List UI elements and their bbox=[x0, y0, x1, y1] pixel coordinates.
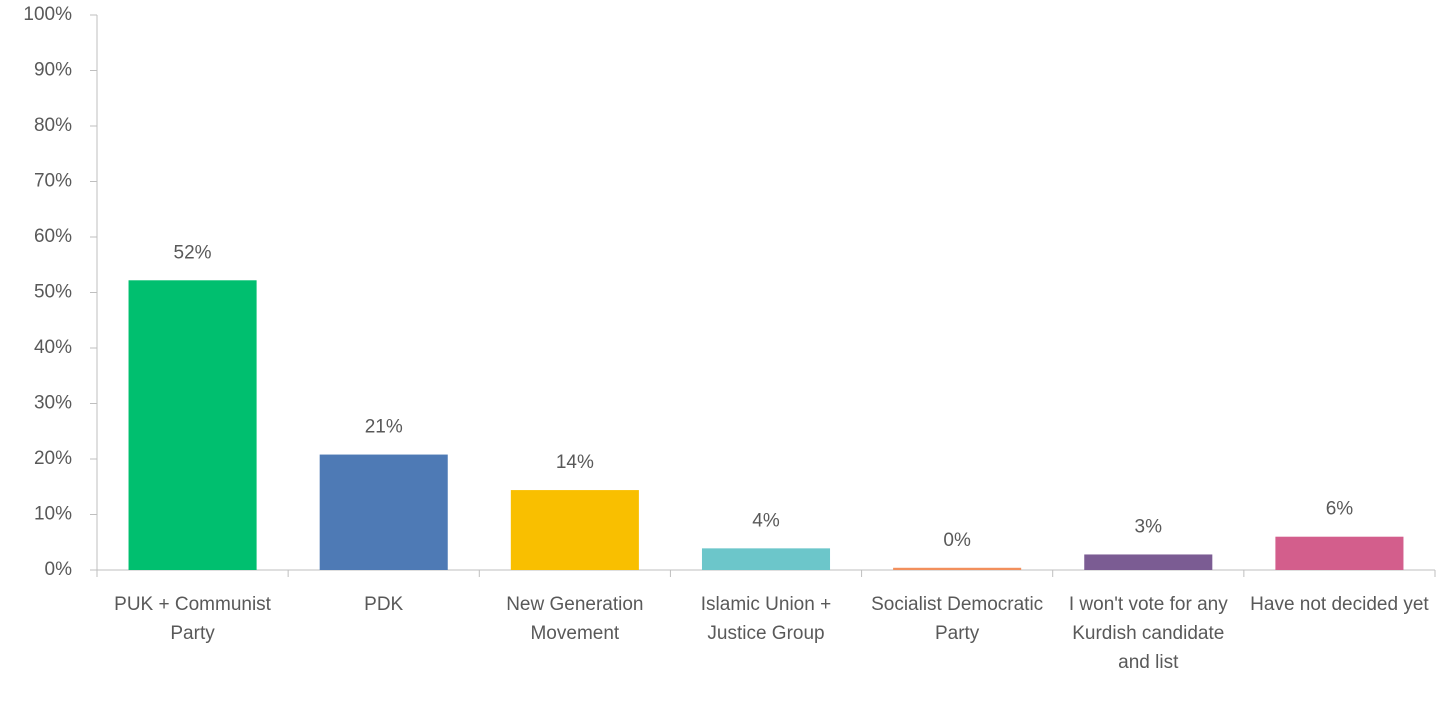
y-tick-label: 70% bbox=[34, 171, 72, 192]
data-label: 4% bbox=[752, 510, 780, 531]
bar bbox=[510, 490, 639, 570]
x-tick-label: Socialist Democratic Party bbox=[871, 594, 1044, 644]
y-tick-label: 90% bbox=[34, 60, 72, 81]
data-label: 52% bbox=[174, 242, 212, 263]
y-tick-label: 30% bbox=[34, 393, 72, 414]
y-tick-label: 20% bbox=[34, 448, 72, 469]
bar bbox=[1084, 554, 1213, 570]
y-tick-label: 80% bbox=[34, 115, 72, 136]
y-tick-label: 40% bbox=[34, 337, 72, 358]
data-label: 3% bbox=[1135, 516, 1163, 537]
data-label: 21% bbox=[365, 417, 403, 438]
x-tick-label: PUK + Communist Party bbox=[114, 594, 271, 644]
x-tick-label: Have not decided yet bbox=[1250, 594, 1429, 615]
bar bbox=[701, 548, 831, 570]
y-tick-label: 60% bbox=[34, 226, 72, 247]
bar bbox=[128, 280, 257, 570]
y-tick-label: 100% bbox=[23, 4, 72, 25]
x-tick-label: PDK bbox=[364, 594, 404, 615]
x-tick-label: I won't vote for any Kurdish candidate a… bbox=[1068, 594, 1228, 673]
bar bbox=[1275, 536, 1404, 570]
data-label: 0% bbox=[943, 530, 971, 551]
y-tick-label: 50% bbox=[34, 282, 72, 303]
data-label: 6% bbox=[1326, 499, 1354, 520]
x-tick-label: New Generation Movement bbox=[506, 594, 644, 644]
bar bbox=[319, 454, 448, 570]
data-label: 14% bbox=[556, 452, 594, 473]
x-tick-label: Islamic Union + Justice Group bbox=[700, 594, 832, 644]
bar bbox=[893, 567, 1022, 570]
y-tick-label: 0% bbox=[45, 559, 73, 580]
y-tick-label: 10% bbox=[34, 504, 72, 525]
